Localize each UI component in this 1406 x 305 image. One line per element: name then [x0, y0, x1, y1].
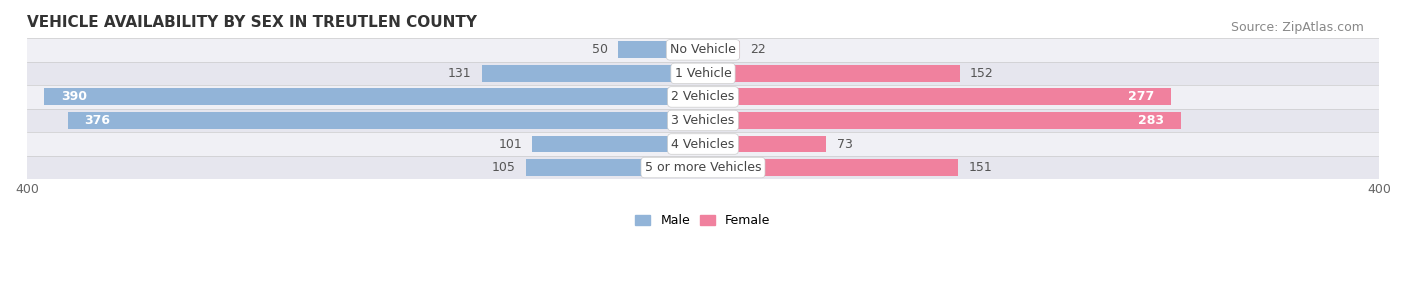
Text: 151: 151 [969, 161, 993, 174]
Bar [67, 112, 703, 129]
Text: 101: 101 [498, 138, 522, 150]
Bar [703, 88, 1171, 106]
Bar [27, 132, 1379, 156]
Bar [533, 135, 703, 152]
Bar [482, 65, 703, 82]
Text: No Vehicle: No Vehicle [671, 43, 735, 56]
Bar [703, 135, 827, 152]
Legend: Male, Female: Male, Female [630, 209, 776, 232]
Text: 4 Vehicles: 4 Vehicles [672, 138, 734, 150]
Text: VEHICLE AVAILABILITY BY SEX IN TREUTLEN COUNTY: VEHICLE AVAILABILITY BY SEX IN TREUTLEN … [27, 15, 477, 30]
Text: 376: 376 [84, 114, 111, 127]
Bar [703, 65, 960, 82]
Text: 131: 131 [449, 67, 471, 80]
Text: 277: 277 [1128, 91, 1154, 103]
Bar [703, 41, 740, 58]
Text: 22: 22 [751, 43, 766, 56]
Bar [27, 156, 1379, 179]
Text: Source: ZipAtlas.com: Source: ZipAtlas.com [1230, 21, 1364, 34]
Bar [27, 109, 1379, 132]
Bar [703, 159, 959, 176]
Text: 2 Vehicles: 2 Vehicles [672, 91, 734, 103]
Text: 73: 73 [837, 138, 852, 150]
Bar [27, 85, 1379, 109]
Text: 5 or more Vehicles: 5 or more Vehicles [645, 161, 761, 174]
Text: 105: 105 [492, 161, 516, 174]
Text: 1 Vehicle: 1 Vehicle [675, 67, 731, 80]
Text: 3 Vehicles: 3 Vehicles [672, 114, 734, 127]
Bar [526, 159, 703, 176]
Bar [44, 88, 703, 106]
Bar [703, 112, 1181, 129]
Bar [619, 41, 703, 58]
Text: 283: 283 [1139, 114, 1164, 127]
Text: 390: 390 [60, 91, 87, 103]
Text: 50: 50 [592, 43, 609, 56]
Text: 152: 152 [970, 67, 994, 80]
Bar [27, 62, 1379, 85]
Bar [27, 38, 1379, 62]
